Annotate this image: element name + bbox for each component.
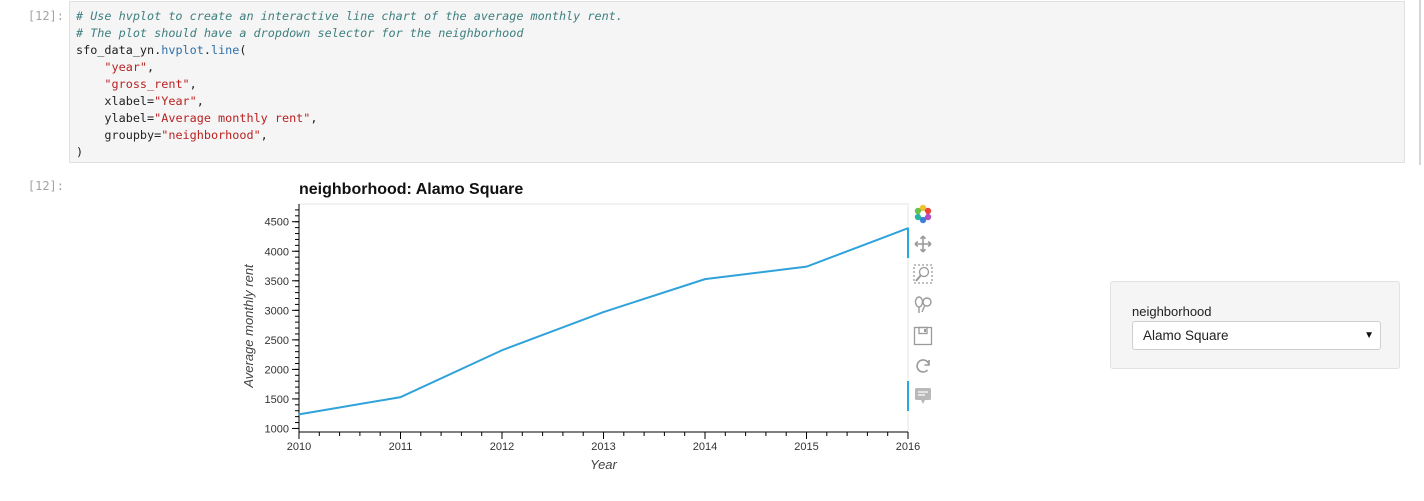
toolbar-active-indicator-bottom xyxy=(907,381,909,411)
y-tick-label: 1000 xyxy=(265,423,289,435)
y-tick-label: 4500 xyxy=(265,217,289,229)
code-lines: # Use hvplot to create an interactive li… xyxy=(76,8,623,161)
series-line xyxy=(298,227,909,416)
y-tick-label: 2000 xyxy=(265,364,289,376)
x-tick-label: 2012 xyxy=(490,441,514,453)
code-line: groupby="neighborhood", xyxy=(76,127,623,144)
wheel-zoom-icon[interactable] xyxy=(912,294,934,316)
code-token: ylabel= xyxy=(76,111,155,125)
neighborhood-select-label: neighborhood xyxy=(1132,304,1212,319)
neighborhood-select[interactable]: Alamo Square ▼ xyxy=(1132,321,1381,350)
neighborhood-select-value: Alamo Square xyxy=(1143,328,1229,343)
code-line: ylabel="Average monthly rent", xyxy=(76,110,623,127)
bokeh-logo-icon[interactable] xyxy=(912,203,934,225)
code-token: , xyxy=(260,128,268,142)
output-prompt: [12]: xyxy=(27,179,64,193)
code-token: # Use hvplot to create an interactive li… xyxy=(76,9,623,23)
code-token: sfo_data_yn. xyxy=(76,43,162,57)
code-token: , xyxy=(147,60,155,74)
code-line: ) xyxy=(76,144,623,161)
data-point xyxy=(704,278,706,280)
code-token: , xyxy=(196,94,204,108)
x-tick-label: 2011 xyxy=(389,441,413,453)
y-tick-label: 4000 xyxy=(265,246,289,258)
code-line: sfo_data_yn.hvplot.line( xyxy=(76,42,623,59)
data-point xyxy=(298,413,300,416)
x-tick-label: 2015 xyxy=(794,441,818,453)
code-line: "year", xyxy=(76,59,623,76)
code-token: ) xyxy=(76,145,84,159)
data-point xyxy=(805,265,808,268)
code-token: xlabel= xyxy=(76,94,155,108)
y-tick-label: 3500 xyxy=(265,276,289,288)
x-axis-label: Year xyxy=(590,457,617,472)
code-token: "year" xyxy=(104,60,148,74)
plot-frame xyxy=(298,203,909,433)
y-tick-label: 3000 xyxy=(265,305,289,317)
data-point xyxy=(602,311,605,313)
code-line: # Use hvplot to create an interactive li… xyxy=(76,8,623,25)
code-line: xlabel="Year", xyxy=(76,93,623,110)
code-token: # The plot should have a dropdown select… xyxy=(76,26,524,40)
chart-title: neighborhood: Alamo Square xyxy=(299,181,524,198)
notebook-scrollbar[interactable] xyxy=(1419,0,1421,165)
input-prompt: [12]: xyxy=(27,9,64,23)
x-tick-label: 2010 xyxy=(287,441,311,453)
x-tick-label: 2016 xyxy=(896,441,920,453)
code-token: "Year" xyxy=(154,94,197,108)
x-tick-label: 2014 xyxy=(693,441,717,453)
code-token: ( xyxy=(239,43,247,57)
y-tick-label: 1500 xyxy=(265,394,289,406)
data-point xyxy=(501,349,503,352)
dropdown-arrow-icon[interactable]: ▼ xyxy=(1364,330,1374,341)
hover-icon[interactable] xyxy=(912,386,934,408)
code-token: groupby= xyxy=(76,128,162,142)
toolbar-active-indicator-top xyxy=(907,228,909,258)
y-tick-label: 2500 xyxy=(265,335,289,347)
code-cell-editor[interactable]: # Use hvplot to create an interactive li… xyxy=(69,1,1405,163)
code-token: , xyxy=(189,77,197,91)
code-token: , xyxy=(310,111,318,125)
neighborhood-widget-panel: neighborhood Alamo Square ▼ xyxy=(1110,281,1400,369)
pan-icon[interactable] xyxy=(912,233,934,255)
reset-icon[interactable] xyxy=(912,355,934,377)
save-icon[interactable] xyxy=(912,325,934,347)
y-axis-label: Average monthly rent xyxy=(241,263,256,389)
data-point xyxy=(399,396,402,398)
code-token: "gross_rent" xyxy=(104,77,190,91)
code-line: # The plot should have a dropdown select… xyxy=(76,25,623,42)
x-tick-label: 2013 xyxy=(591,441,615,453)
code-token: hvplot xyxy=(161,43,204,57)
code-token: line xyxy=(210,43,240,57)
code-token: "Average monthly rent" xyxy=(154,111,311,125)
box-zoom-icon[interactable] xyxy=(912,263,934,285)
code-line: "gross_rent", xyxy=(76,76,623,93)
code-token: "neighborhood" xyxy=(161,128,261,142)
code-token: . xyxy=(203,43,211,57)
